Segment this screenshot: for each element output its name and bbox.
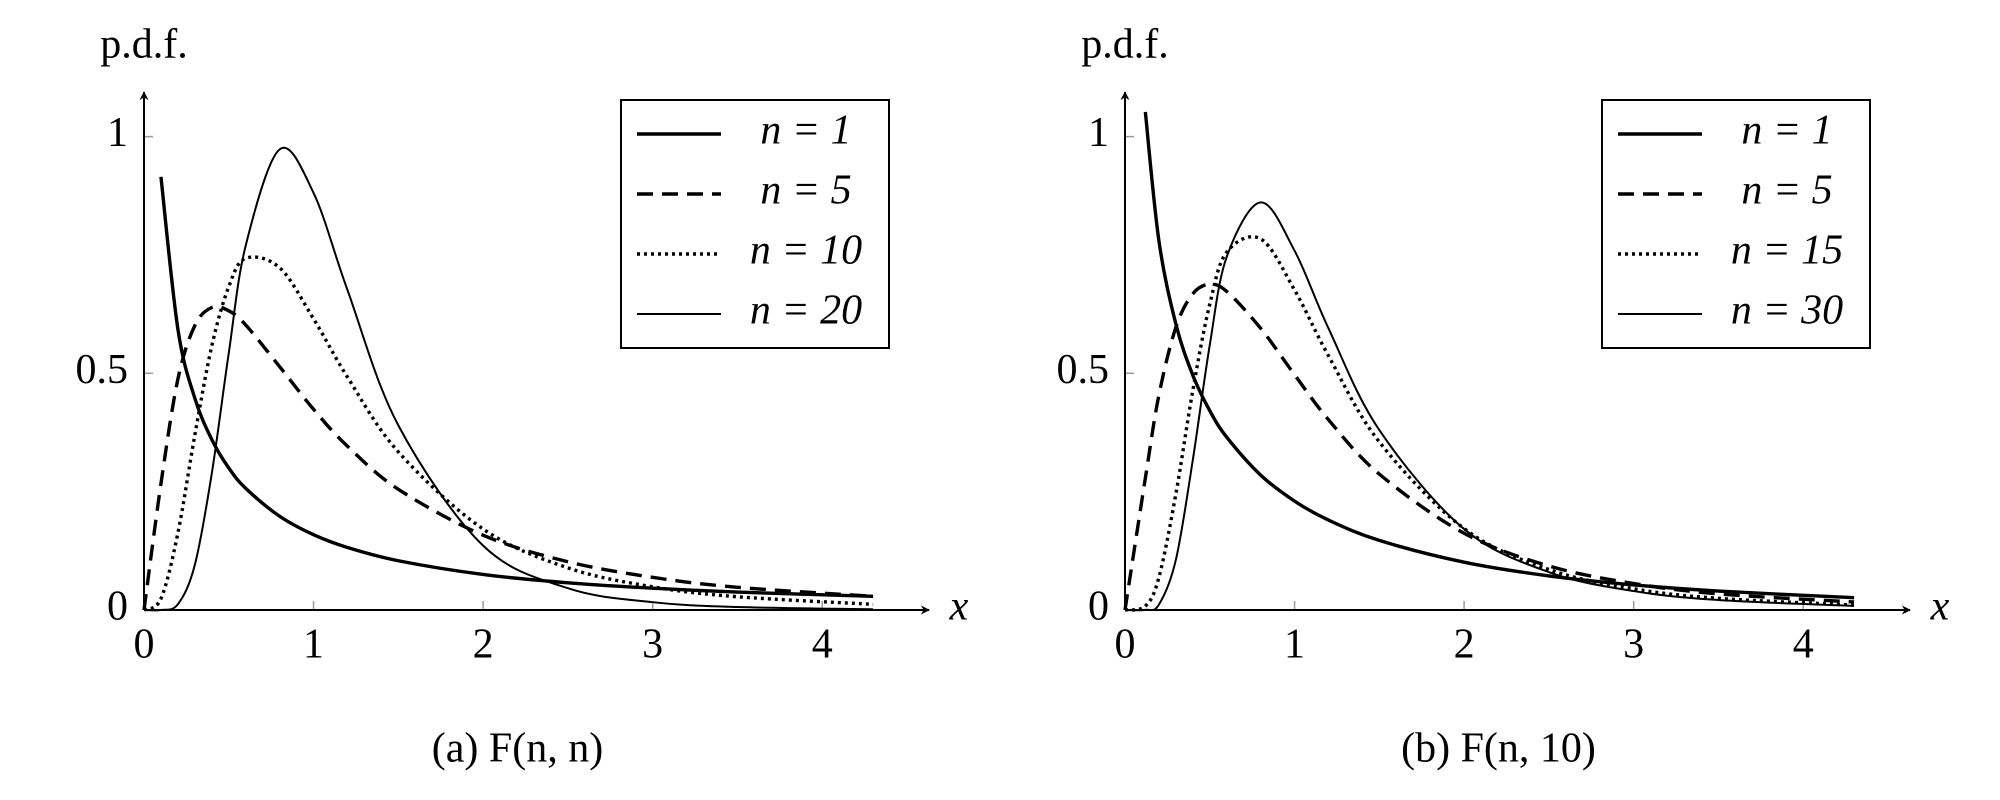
- x-tick-label: 1: [303, 622, 324, 668]
- y-axis-label: p.d.f.: [100, 22, 188, 68]
- curve: [1124, 235, 1855, 612]
- legend: n = 1 n = 5 n = 15 n = 30: [1601, 99, 1871, 349]
- y-tick-label: 1: [107, 110, 128, 156]
- legend-box: [1601, 99, 1871, 349]
- caption: (b) F(n, 10): [1401, 726, 1596, 772]
- y-tick-label: 0: [1088, 584, 1109, 630]
- x-tick-label: 0: [134, 622, 155, 668]
- y-tick-label: 0.5: [1057, 347, 1110, 393]
- x-tick-label: 2: [1454, 622, 1475, 668]
- legend-label: n = 1: [1741, 108, 1832, 154]
- curve: [1124, 201, 1855, 612]
- y-tick-label: 1: [1088, 110, 1109, 156]
- x-tick-label: 4: [812, 622, 833, 668]
- legend: n = 1 n = 5 n = 10 n = 20: [620, 99, 890, 349]
- x-axis-label: x: [949, 584, 969, 630]
- legend-label: n = 5: [1741, 168, 1832, 214]
- legend-label: n = 5: [760, 168, 851, 214]
- y-tick-label: 0.5: [76, 347, 129, 393]
- caption: (a) F(n, n): [432, 726, 603, 772]
- legend-label: n = 10: [750, 228, 862, 274]
- x-tick-label: 0: [1115, 622, 1136, 668]
- x-tick-label: 1: [1284, 622, 1305, 668]
- x-axis-label: x: [1930, 584, 1950, 630]
- legend-label: n = 20: [750, 288, 862, 334]
- curve: [159, 176, 874, 598]
- curve: [1123, 282, 1855, 611]
- x-tick-label: 3: [1623, 622, 1644, 668]
- y-tick-label: 0: [107, 584, 128, 630]
- x-tick-label: 3: [642, 622, 663, 668]
- legend-label: n = 30: [1731, 288, 1843, 334]
- legend-label: n = 1: [760, 108, 851, 154]
- x-tick-label: 4: [1793, 622, 1814, 668]
- curve: [143, 146, 874, 612]
- legend-label: n = 15: [1731, 228, 1843, 274]
- x-tick-label: 2: [473, 622, 494, 668]
- legend-box: [620, 99, 890, 349]
- y-axis-label: p.d.f.: [1081, 22, 1169, 68]
- curve: [142, 304, 874, 611]
